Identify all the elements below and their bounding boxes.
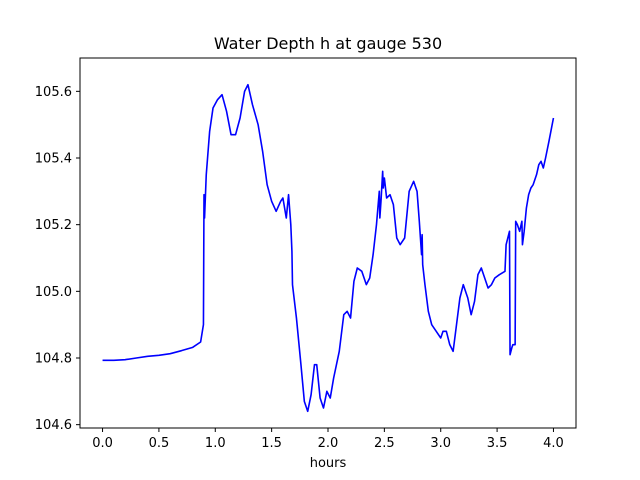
plot-frame [79, 57, 577, 429]
y-axis-ticks: 104.6 104.8 105.0 105.2 105.4 105.6 [35, 85, 80, 433]
y-tick-label: 105.6 [35, 85, 72, 100]
y-tick-label: 105.2 [35, 218, 72, 233]
x-tick-label: 2.0 [318, 436, 339, 451]
x-tick-label: 3.0 [430, 436, 451, 451]
y-tick-label: 104.6 [35, 418, 72, 433]
x-tick-label: 2.5 [374, 436, 395, 451]
x-axis-ticks: 0.0 0.5 1.0 1.5 2.0 2.5 3.0 3.5 4.0 [92, 428, 564, 451]
chart-title: Water Depth h at gauge 530 [214, 34, 442, 53]
x-axis-label: hours [310, 456, 347, 471]
x-tick-label: 0.0 [92, 436, 113, 451]
x-tick-label: 1.5 [261, 436, 282, 451]
series-line-0 [102, 83, 555, 413]
y-tick-label: 104.8 [35, 352, 72, 367]
x-tick-label: 1.0 [205, 436, 226, 451]
y-tick-label: 105.0 [35, 285, 72, 300]
y-tick-label: 105.4 [35, 152, 72, 167]
x-tick-label: 3.5 [487, 436, 508, 451]
plot-area [102, 83, 555, 413]
x-tick-label: 0.5 [149, 436, 170, 451]
x-tick-label: 4.0 [543, 436, 564, 451]
